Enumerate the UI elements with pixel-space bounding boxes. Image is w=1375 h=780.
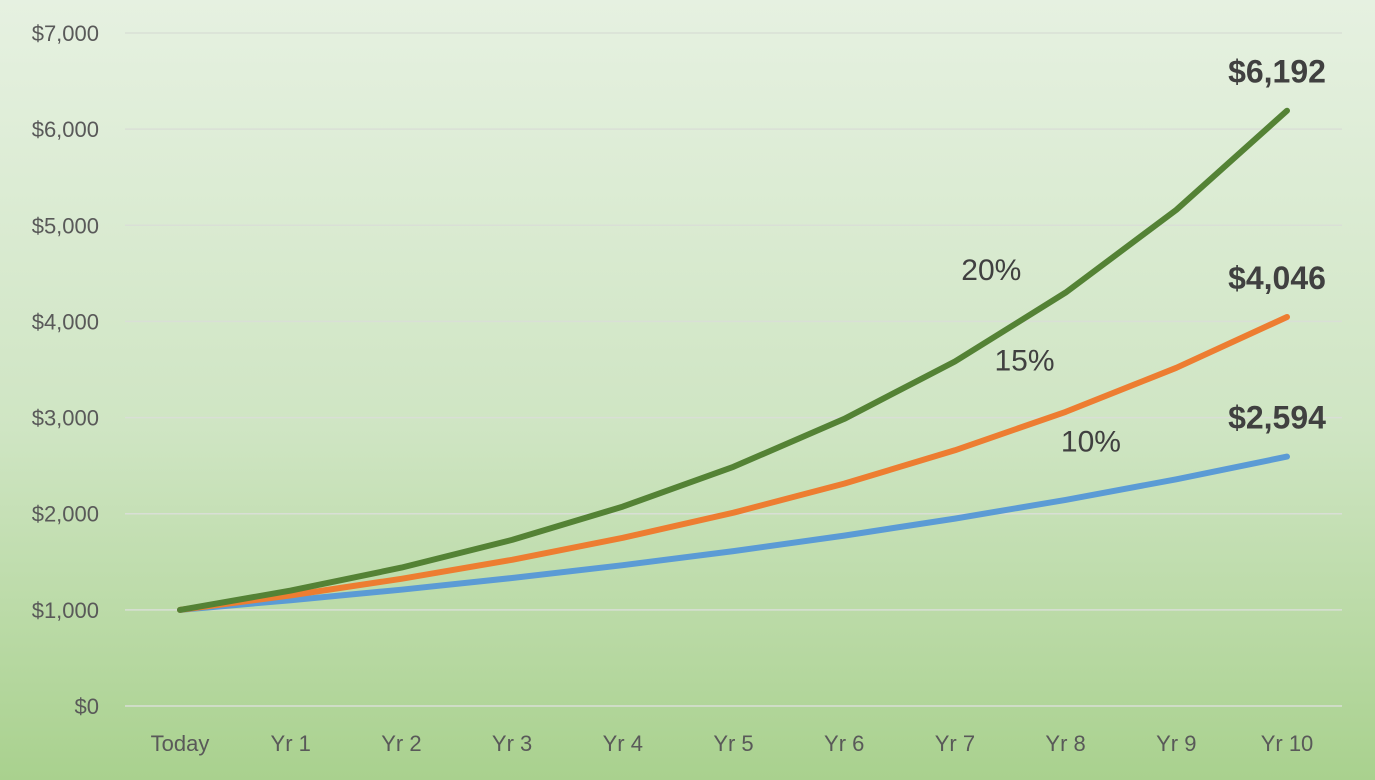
- y-axis-tick-labels: $0 $1,000 $2,000 $3,000 $4,000 $5,000 $6,000 $7…: [32, 21, 99, 719]
- series-label: 15%: [995, 345, 1055, 378]
- end-value-label: $6,192: [1228, 54, 1326, 90]
- x-tick-label: Yr 10: [1261, 731, 1314, 756]
- x-tick-label: Yr 3: [492, 731, 532, 756]
- y-tick-label: $4,000: [32, 309, 99, 334]
- x-tick-label: Yr 7: [935, 731, 975, 756]
- series-label: 20%: [961, 254, 1021, 287]
- end-value-label: $4,046: [1228, 260, 1326, 296]
- series-line-15pct: [177, 314, 1290, 613]
- y-tick-label: $7,000: [32, 21, 99, 46]
- y-tick-label: $3,000: [32, 406, 99, 431]
- series-labels: 10% $2,594 15% $4,046 20% $6,192: [961, 54, 1326, 459]
- series-line-10pct: [177, 453, 1290, 613]
- x-tick-label: Today: [151, 731, 210, 756]
- series-line-20pct: [177, 107, 1290, 613]
- x-tick-label: Yr 6: [824, 731, 864, 756]
- y-tick-label: $0: [75, 694, 99, 719]
- y-tick-label: $6,000: [32, 117, 99, 142]
- x-axis-tick-labels: Today Yr 1 Yr 2 Yr 3 Yr 4 Yr 5 Yr 6 Yr 7 Yr 8 Yr …: [151, 731, 1314, 756]
- y-tick-label: $1,000: [32, 598, 99, 623]
- x-tick-label: Yr 8: [1045, 731, 1085, 756]
- series-label: 10%: [1061, 426, 1121, 459]
- gridlines: [125, 32, 1342, 707]
- x-tick-label: Yr 1: [271, 731, 311, 756]
- x-tick-label: Yr 2: [381, 731, 421, 756]
- y-tick-label: $5,000: [32, 213, 99, 238]
- end-value-label: $2,594: [1228, 400, 1326, 436]
- x-tick-label: Yr 5: [713, 731, 753, 756]
- y-tick-label: $2,000: [32, 502, 99, 527]
- x-tick-label: Yr 4: [603, 731, 643, 756]
- x-tick-label: Yr 9: [1156, 731, 1196, 756]
- series-lines: [177, 107, 1290, 613]
